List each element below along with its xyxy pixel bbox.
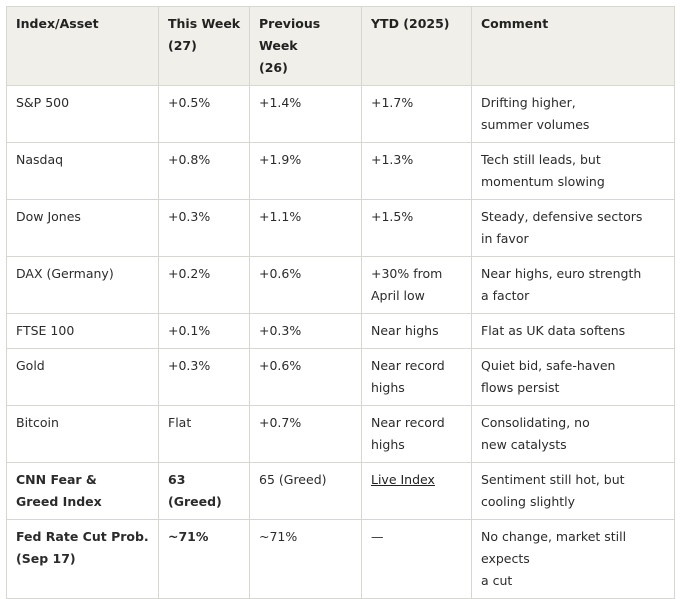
asset-cell: S&P 500 xyxy=(6,85,159,143)
previous-week-cell: +1.1% xyxy=(249,199,362,257)
comment-cell: Tech still leads, but momentum slowing xyxy=(471,142,675,200)
previous-week-cell: +0.6% xyxy=(249,348,362,406)
ytd-cell: Near record highs xyxy=(361,405,472,463)
table-row: Nasdaq +0.8% +1.9% +1.3% Tech still lead… xyxy=(6,142,675,200)
live-index-link[interactable]: Live Index xyxy=(371,472,435,487)
previous-week-cell: +1.9% xyxy=(249,142,362,200)
comment-cell: Flat as UK data softens xyxy=(471,313,675,349)
ytd-cell: Near record highs xyxy=(361,348,472,406)
previous-week-cell: 65 (Greed) xyxy=(249,462,362,520)
ytd-cell: +1.7% xyxy=(361,85,472,143)
comment-cell: No change, market still expects a cut xyxy=(471,519,675,599)
previous-week-cell: +0.6% xyxy=(249,256,362,314)
table-row: Bitcoin Flat +0.7% Near record highs Con… xyxy=(6,405,675,463)
header-previous-week: Previous Week (26) xyxy=(249,6,362,86)
header-ytd: YTD (2025) xyxy=(361,6,472,86)
this-week-cell: ~71% xyxy=(158,519,250,599)
this-week-cell: +0.3% xyxy=(158,199,250,257)
asset-cell: DAX (Germany) xyxy=(6,256,159,314)
previous-week-cell: +0.3% xyxy=(249,313,362,349)
comment-cell: Consolidating, no new catalysts xyxy=(471,405,675,463)
table-row: S&P 500 +0.5% +1.4% +1.7% Drifting highe… xyxy=(6,85,675,143)
comment-cell: Quiet bid, safe-haven flows persist xyxy=(471,348,675,406)
ytd-cell: Live Index xyxy=(361,462,472,520)
asset-cell: Nasdaq xyxy=(6,142,159,200)
table-row: Fed Rate Cut Prob. (Sep 17) ~71% ~71% — … xyxy=(6,519,675,599)
ytd-cell: +30% from April low xyxy=(361,256,472,314)
comment-cell: Near highs, euro strength a factor xyxy=(471,256,675,314)
comment-cell: Steady, defensive sectors in favor xyxy=(471,199,675,257)
this-week-cell: +0.2% xyxy=(158,256,250,314)
ytd-cell: +1.3% xyxy=(361,142,472,200)
asset-cell: Bitcoin xyxy=(6,405,159,463)
asset-cell: FTSE 100 xyxy=(6,313,159,349)
header-comment: Comment xyxy=(471,6,675,86)
ytd-cell: +1.5% xyxy=(361,199,472,257)
this-week-cell: +0.3% xyxy=(158,348,250,406)
asset-cell: Fed Rate Cut Prob. (Sep 17) xyxy=(6,519,159,599)
comment-cell: Sentiment still hot, but cooling slightl… xyxy=(471,462,675,520)
this-week-cell: +0.8% xyxy=(158,142,250,200)
page: Index/Asset This Week (27) Previous Week… xyxy=(6,6,675,599)
asset-cell: Dow Jones xyxy=(6,199,159,257)
previous-week-cell: ~71% xyxy=(249,519,362,599)
table-header-row: Index/Asset This Week (27) Previous Week… xyxy=(6,6,675,86)
asset-cell: Gold xyxy=(6,348,159,406)
market-summary-table: Index/Asset This Week (27) Previous Week… xyxy=(6,6,675,599)
table-row: Gold +0.3% +0.6% Near record highs Quiet… xyxy=(6,348,675,406)
header-this-week: This Week (27) xyxy=(158,6,250,86)
this-week-cell: Flat xyxy=(158,405,250,463)
header-index-asset: Index/Asset xyxy=(6,6,159,86)
table-row: Dow Jones +0.3% +1.1% +1.5% Steady, defe… xyxy=(6,199,675,257)
table-row: CNN Fear & Greed Index 63 (Greed) 65 (Gr… xyxy=(6,462,675,520)
table-row: FTSE 100 +0.1% +0.3% Near highs Flat as … xyxy=(6,313,675,349)
ytd-cell: Near highs xyxy=(361,313,472,349)
comment-cell: Drifting higher, summer volumes xyxy=(471,85,675,143)
ytd-cell: — xyxy=(361,519,472,599)
asset-cell: CNN Fear & Greed Index xyxy=(6,462,159,520)
this-week-cell: 63 (Greed) xyxy=(158,462,250,520)
this-week-cell: +0.1% xyxy=(158,313,250,349)
previous-week-cell: +0.7% xyxy=(249,405,362,463)
this-week-cell: +0.5% xyxy=(158,85,250,143)
table-row: DAX (Germany) +0.2% +0.6% +30% from Apri… xyxy=(6,256,675,314)
previous-week-cell: +1.4% xyxy=(249,85,362,143)
